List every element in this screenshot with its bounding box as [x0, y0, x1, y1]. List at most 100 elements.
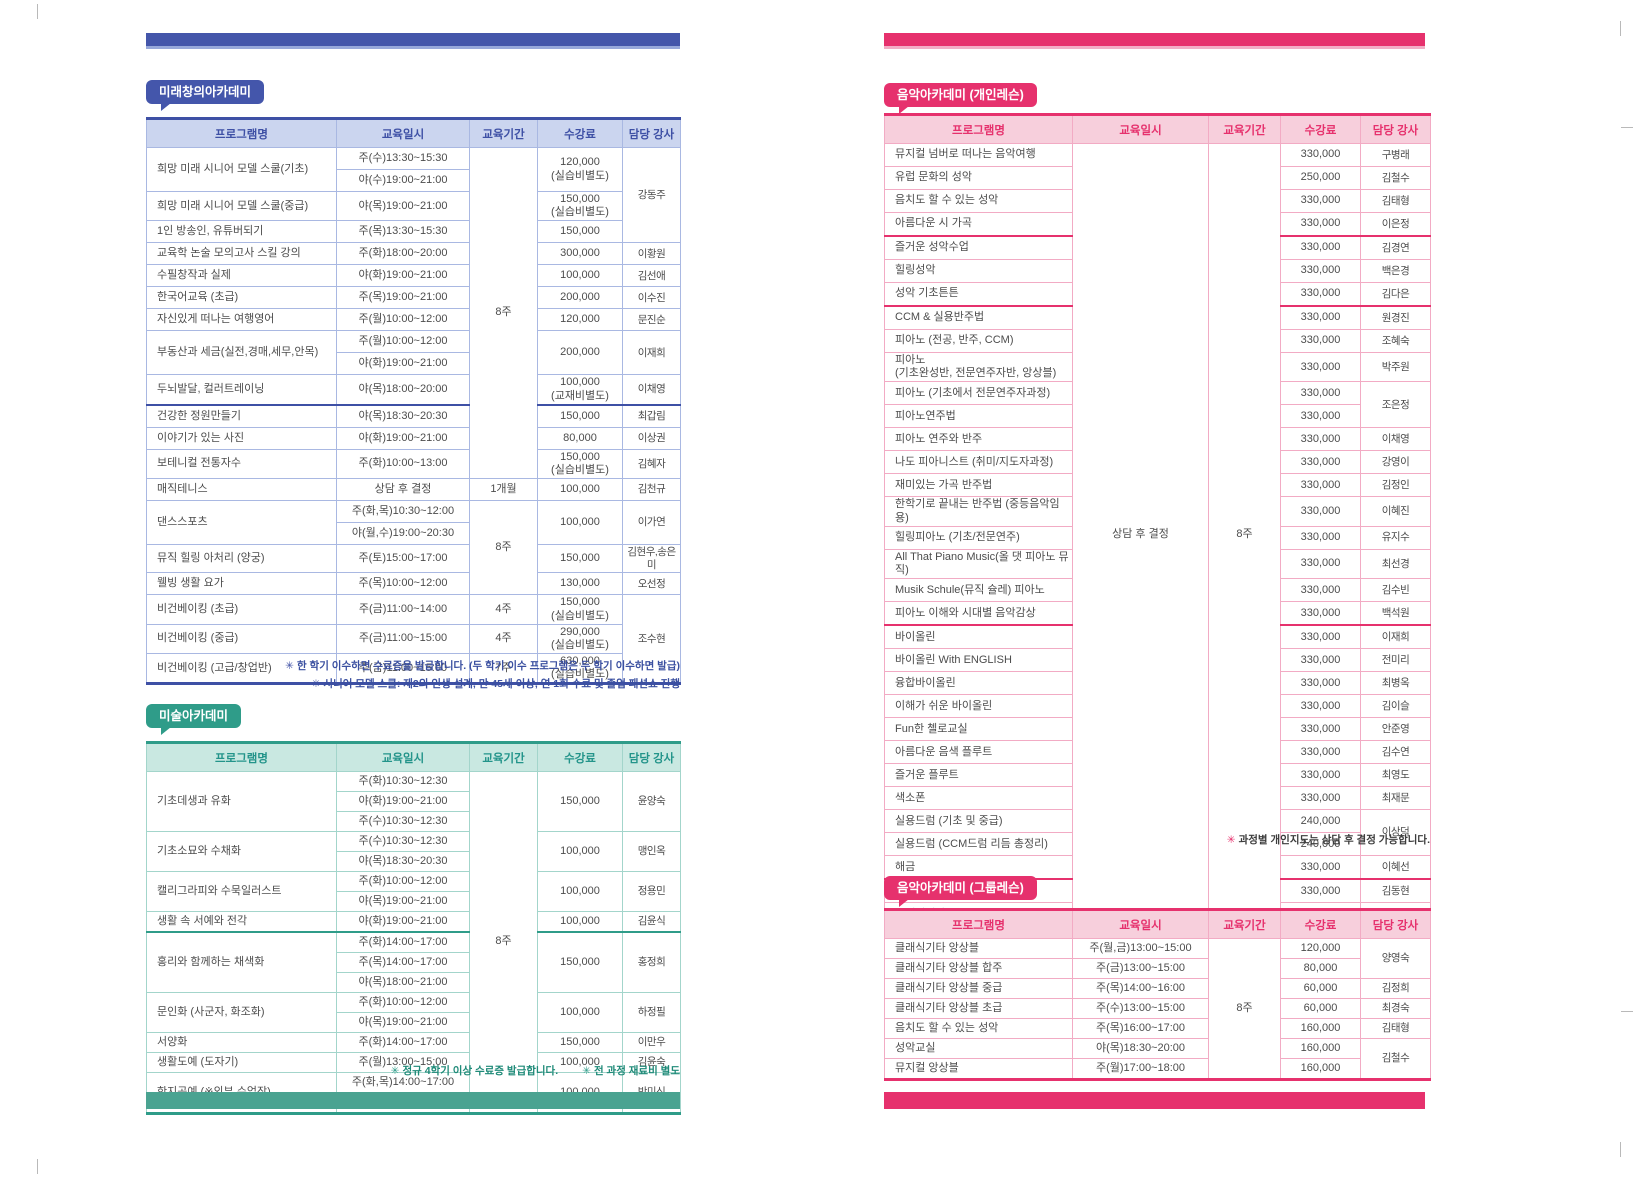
- instructor-cell: 김다은: [1360, 282, 1431, 307]
- asterisk-icon: ✳: [390, 1065, 400, 1077]
- schedule-cell: 주(화)10:00~13:00: [336, 448, 470, 480]
- program-name-cell: 보테니컬 전통자수: [146, 448, 337, 480]
- program-name-cell: 아름다운 음색 플루트: [884, 740, 1073, 765]
- program-name-cell: 뮤지컬 넘버로 떠나는 음악여행: [884, 143, 1073, 167]
- instructor-cell: 하정필: [622, 992, 681, 1033]
- instructor-cell: 김철수: [1360, 1038, 1431, 1080]
- program-name-cell: 피아노 이해와 시대별 음악감상: [884, 601, 1073, 626]
- instructor-cell: 김태형: [1360, 1018, 1431, 1039]
- music-private-table-grid: 프로그램명 교육일시 교육기간 수강료 담당 강사 뮤지컬 넘버로 떠나는 음악여행 상담 …: [884, 113, 1431, 929]
- table-row: 재미있는 가곡 반주법 330,000 김정인: [884, 473, 1431, 498]
- fee-cell: 160,000: [1280, 1038, 1361, 1059]
- crop-mark: [1620, 1142, 1621, 1157]
- fee-cell: 330,000: [1280, 740, 1361, 765]
- asterisk-icon: ✳: [311, 678, 321, 690]
- table-row: Fun한 첼로교실 330,000 안준영: [884, 717, 1431, 742]
- column-header: 교육일시: [1072, 114, 1209, 144]
- fee-cell: 150,000: [537, 403, 623, 428]
- schedule-cell: 야(목)18:30~20:30: [336, 403, 470, 428]
- instructor-cell: 양영숙: [1360, 938, 1431, 979]
- table-row: 피아노 (기초완성반, 전문연주자반, 앙상블) 330,000 박주원: [884, 351, 1431, 383]
- program-name-cell: 클래식기타 앙상블 합주: [884, 958, 1073, 979]
- program-name-cell: 한학기로 끝내는 반주법 (중등음악임용): [884, 496, 1073, 527]
- fee-cell: 330,000: [1280, 381, 1361, 406]
- instructor-cell: 조수현: [622, 594, 681, 685]
- instructor-cell: 김동현: [1360, 878, 1431, 904]
- schedule-cell: 야(목)19:00~21:00: [336, 1012, 470, 1033]
- table-row: 이야기가 있는 사진 야(화)19:00~21:00 80,000 이상권: [146, 426, 681, 450]
- fee-cell: 290,000 (실습비별도): [537, 623, 623, 655]
- art-academy-table-grid: 프로그램명 교육일시 교육기간 수강료 담당 강사 기초데생과 유화 주(화)10:30~1…: [146, 741, 681, 1115]
- fee-cell: 330,000: [1280, 143, 1361, 167]
- fee-cell: 330,000: [1280, 855, 1361, 880]
- instructor-cell: 조혜숙: [1360, 329, 1431, 353]
- table-row: 비건베이킹 (초급) 주(금)11:00~14:00 4주 150,000 (실습비별…: [146, 594, 681, 685]
- program-name-cell: 바이올린 With ENGLISH: [884, 648, 1073, 673]
- table-row: 음치도 할 수 있는 성악 주(목)16:00~17:00 160,000 김태형: [884, 1018, 1431, 1039]
- instructor-cell: 김혜자: [622, 448, 681, 480]
- duration-cell: 8주: [469, 500, 538, 596]
- fee-cell: 330,000: [1280, 717, 1361, 742]
- fee-cell: 330,000: [1280, 578, 1361, 603]
- schedule-cell: 상담 후 결정: [336, 478, 470, 502]
- program-name-cell: 생활도예 (도자기): [146, 1052, 337, 1073]
- program-name-cell: 뮤직 힐링 아처리 (양궁): [146, 544, 337, 574]
- program-name-cell: 두뇌발달, 컬러트레이닝: [146, 374, 337, 406]
- fee-cell: 60,000: [1280, 978, 1361, 999]
- duration-cell: 8주: [469, 771, 538, 1114]
- duration-cell: 1개월: [469, 478, 538, 502]
- fee-cell: 630,000 (실습비별도): [537, 653, 623, 685]
- instructor-cell: 이혜진: [1360, 496, 1431, 527]
- instructor-cell: 구병래: [1360, 143, 1431, 167]
- duration-cell: 8주: [469, 146, 538, 480]
- fee-cell: 150,000: [537, 1032, 623, 1053]
- crop-mark: [1620, 21, 1621, 36]
- program-name-cell: 매직테니스: [146, 478, 337, 502]
- program-name-cell: 색소폰: [884, 786, 1073, 811]
- table-row: 실용드럼 (CCM드럼 리듬 총정리) 240,000: [884, 832, 1431, 857]
- instructor-cell: 김태형: [1360, 189, 1431, 213]
- table-row: 기초소묘와 수채화 주(수)10:30~12:30 100,000 맹인옥: [146, 831, 681, 872]
- schedule-cell: 주(화,목)10:30~12:00: [336, 500, 470, 524]
- table-row: 성악교실 야(목)18:30~20:00 160,000 김철수: [884, 1038, 1431, 1080]
- fee-cell: 100,000: [537, 831, 623, 872]
- table-row: 즐거운 플루트 330,000 최영도: [884, 763, 1431, 788]
- fee-cell: 160,000: [1280, 1018, 1361, 1039]
- table-row: 피아노 연주와 반주 330,000 이채영: [884, 427, 1431, 452]
- table-row: 나도 피아니스트 (취미/지도자과정) 330,000 강영이: [884, 450, 1431, 475]
- crop-mark: [1621, 1011, 1633, 1012]
- table-row: 실용드럼 (기초 및 중급) 240,000 이상덕: [884, 809, 1431, 857]
- fee-cell: 330,000: [1280, 496, 1361, 527]
- fee-cell: 330,000: [1280, 427, 1361, 452]
- table-row: 건강한 정원만들기 야(목)18:30~20:30 150,000 최갑림: [146, 403, 681, 428]
- schedule-cell: 주(월)10:00~12:00: [336, 330, 470, 354]
- program-name-cell: 피아노 (기초에서 전문연주자과정): [884, 381, 1073, 406]
- fee-cell: 100,000 (교재비별도): [537, 374, 623, 406]
- program-name-cell: 실용드럼 (기초 및 중급): [884, 809, 1073, 834]
- program-name-cell: 1인 방송인, 유튜버되기: [146, 220, 337, 244]
- table-row: 보테니컬 전통자수 주(화)10:00~13:00 150,000 (실습비별도) 김…: [146, 448, 681, 480]
- fee-cell: 330,000: [1280, 878, 1361, 904]
- table-row: 해금 330,000 이혜선: [884, 855, 1431, 880]
- instructor-cell: 김윤숙: [622, 1052, 681, 1073]
- schedule-cell: 주(목)16:00~17:00: [1072, 1018, 1209, 1039]
- instructor-cell: 정용민: [622, 871, 681, 912]
- fee-cell: 150,000 (실습비별도): [537, 190, 623, 222]
- schedule-cell: 주(화)14:00~17:00: [336, 931, 470, 953]
- program-name-cell: 유럽 문화의 성악: [884, 166, 1073, 190]
- column-header: 프로그램명: [884, 909, 1073, 939]
- table-row: 서양화 주(화)14:00~17:00 150,000 이만우: [146, 1032, 681, 1053]
- table-row: 기초데생과 유화 주(화)10:30~12:30 8주 150,000 윤양숙: [146, 771, 681, 1114]
- asterisk-icon: ✳: [1226, 834, 1236, 846]
- fee-cell: 80,000: [537, 426, 623, 450]
- footnote-text: ✳ 한 학기 이수하면 수료증을 발급합니다. (두 학기 이수 프로그램은 두 …: [285, 660, 680, 672]
- fee-cell: 330,000: [1280, 763, 1361, 788]
- fee-cell: 330,000: [1280, 305, 1361, 330]
- instructor-cell: 김천규: [622, 478, 681, 502]
- table-header-row: 프로그램명 교육일시 교육기간 수강료 담당 강사: [146, 742, 681, 772]
- fee-cell: 330,000: [1280, 548, 1361, 580]
- table-row: 웰빙 생활 요가 주(목)10:00~12:00 130,000 오선정: [146, 572, 681, 596]
- program-name-cell: 건강한 정원만들기: [146, 403, 337, 428]
- right-page-bottom-bar: [884, 1092, 1425, 1109]
- column-header: 교육기간: [469, 742, 538, 772]
